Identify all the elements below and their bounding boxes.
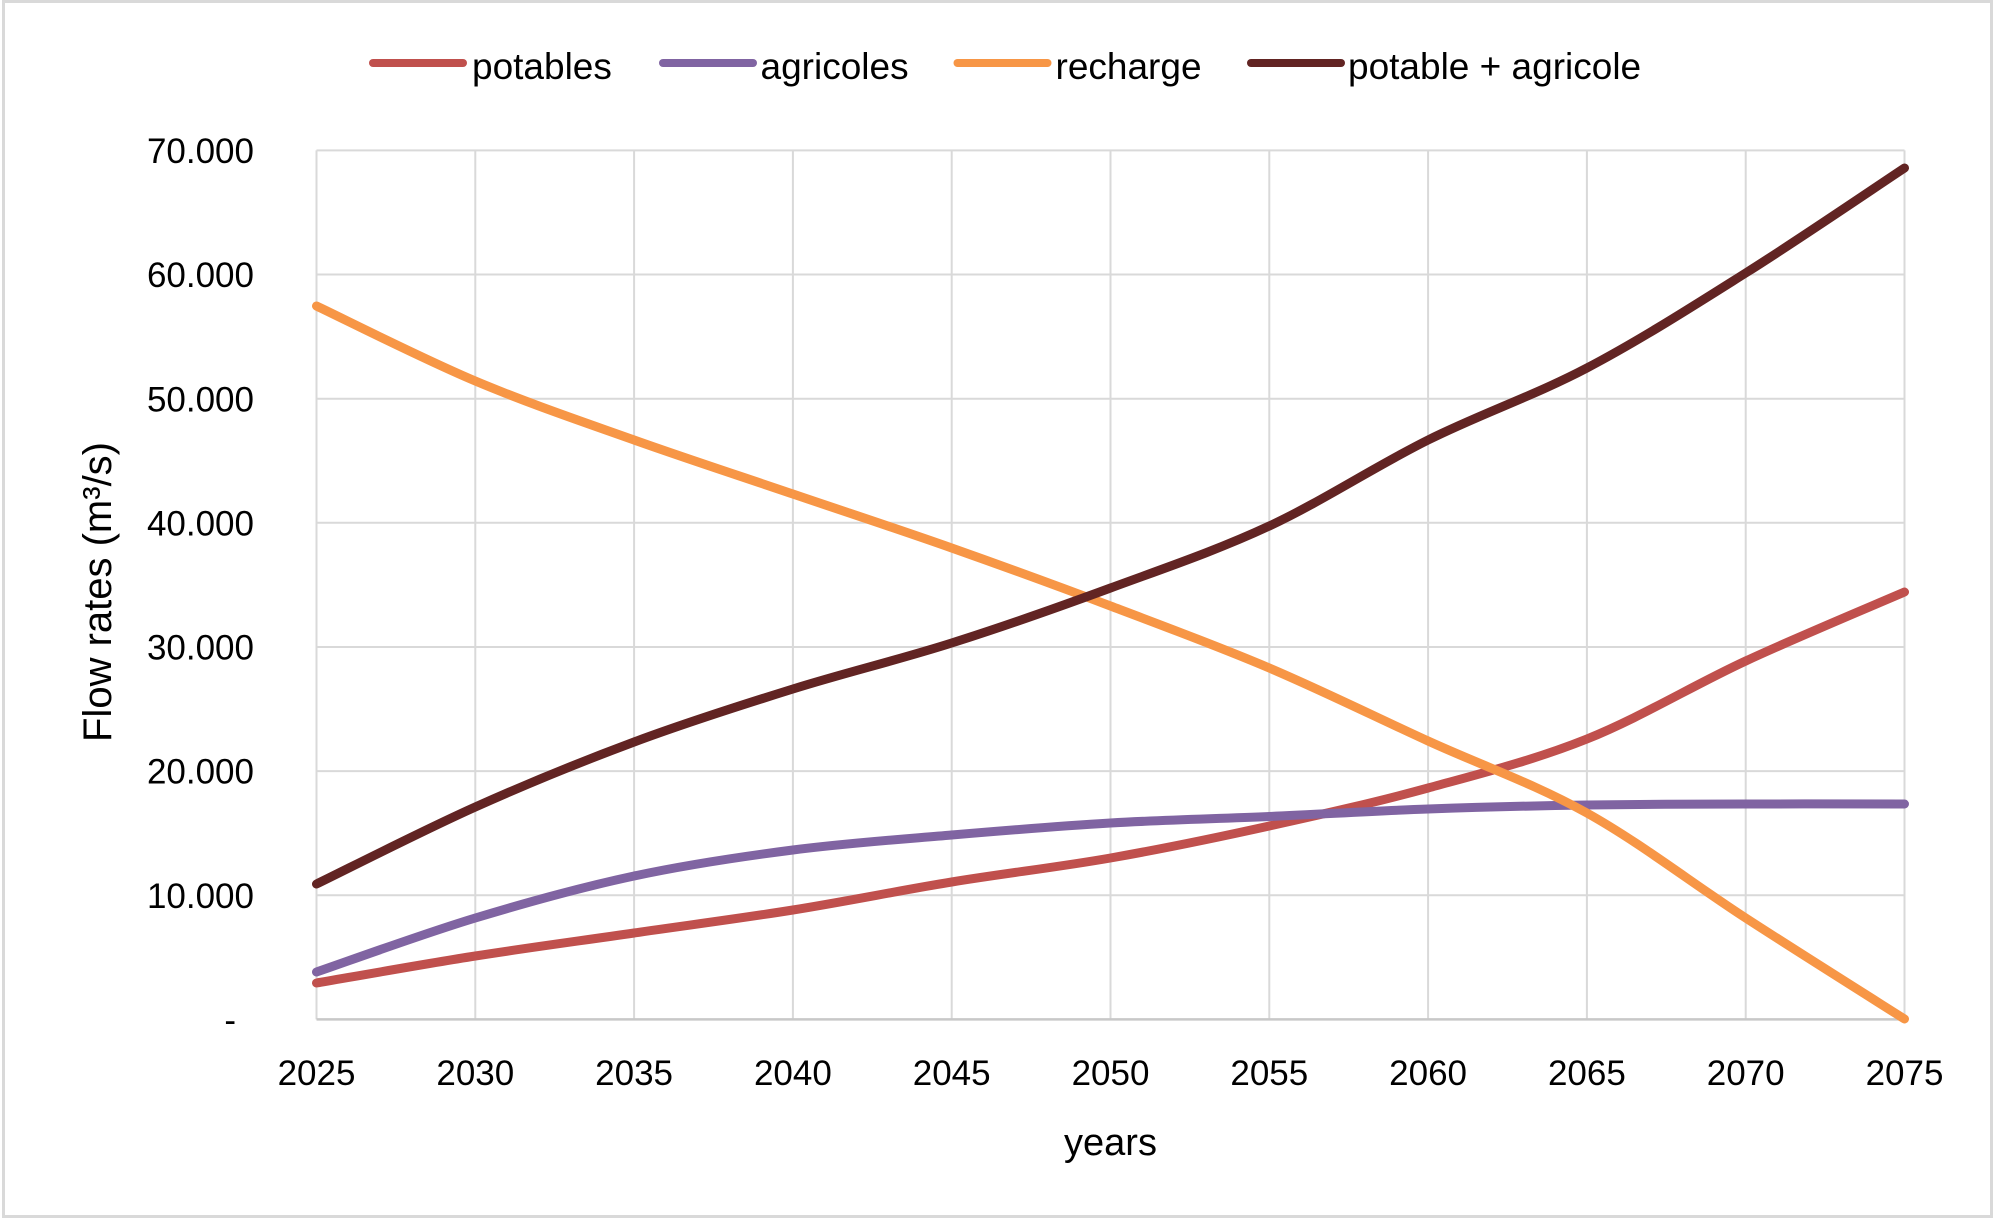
svg-text:2030: 2030 [436, 1054, 514, 1093]
svg-text:10.000: 10.000 [147, 877, 254, 916]
svg-text:agricoles: agricoles [761, 46, 909, 87]
svg-text:50.000: 50.000 [147, 380, 254, 419]
svg-text:60.000: 60.000 [147, 256, 254, 295]
svg-text:2035: 2035 [595, 1054, 673, 1093]
svg-text:Flow rates (m³/s): Flow rates (m³/s) [76, 442, 120, 742]
svg-text:2065: 2065 [1548, 1054, 1626, 1093]
svg-text:potable + agricole: potable + agricole [1348, 46, 1641, 87]
svg-text:30.000: 30.000 [147, 629, 254, 668]
svg-text:2060: 2060 [1389, 1054, 1467, 1093]
svg-text:2050: 2050 [1072, 1054, 1150, 1093]
svg-text:2055: 2055 [1230, 1054, 1308, 1093]
svg-text:2045: 2045 [913, 1054, 991, 1093]
svg-text:years: years [1064, 1122, 1157, 1164]
svg-text:recharge: recharge [1056, 46, 1202, 87]
svg-text:2040: 2040 [754, 1054, 832, 1093]
svg-text:2075: 2075 [1866, 1054, 1944, 1093]
svg-text:20.000: 20.000 [147, 753, 254, 792]
svg-text:-: - [224, 1001, 236, 1040]
svg-text:potables: potables [472, 46, 612, 87]
svg-text:2025: 2025 [278, 1054, 356, 1093]
svg-text:2070: 2070 [1707, 1054, 1785, 1093]
svg-text:70.000: 70.000 [147, 132, 254, 171]
svg-text:40.000: 40.000 [147, 504, 254, 543]
